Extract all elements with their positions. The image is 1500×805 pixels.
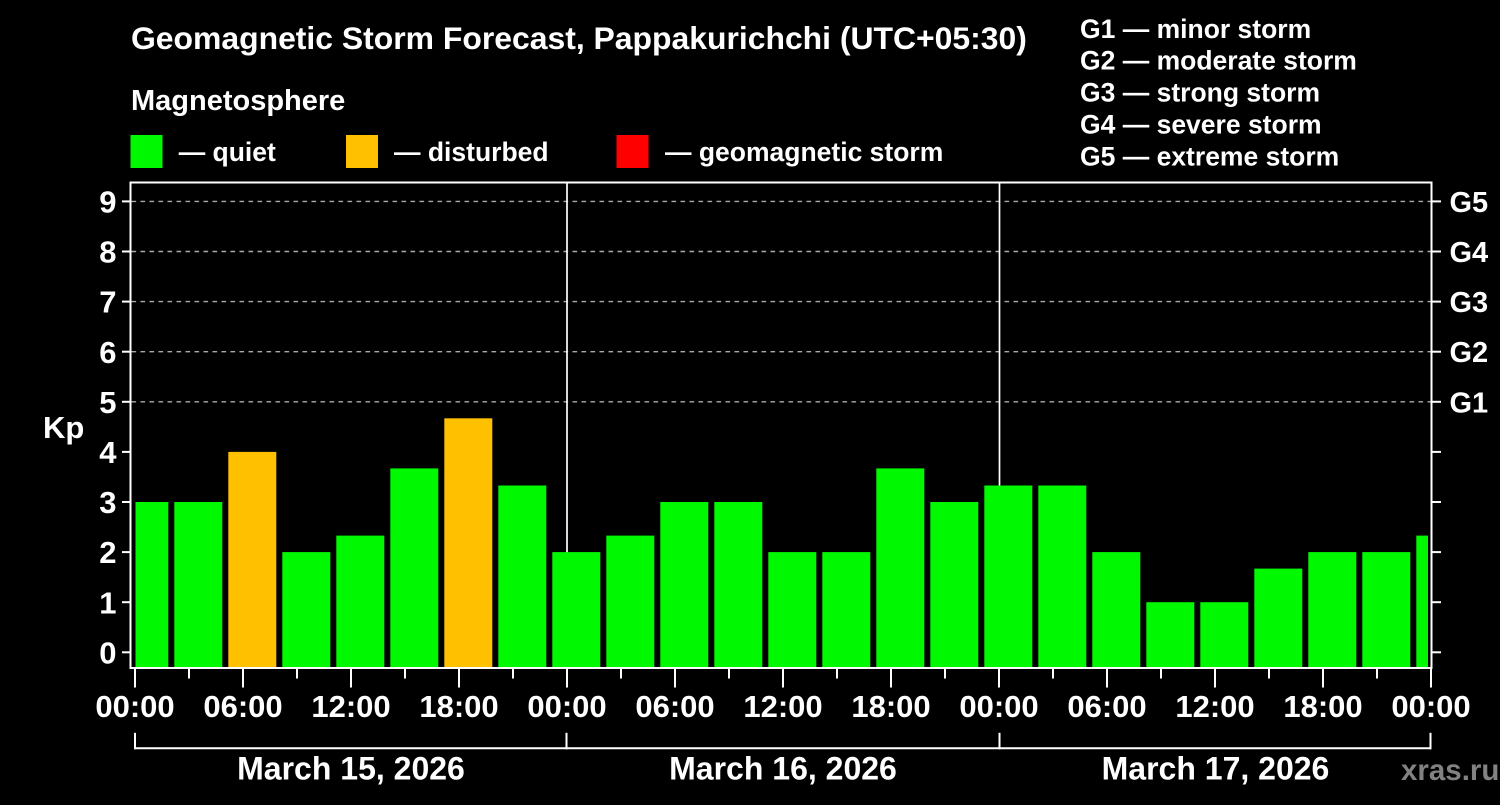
svg-text:00:00: 00:00: [527, 689, 606, 724]
svg-text:5: 5: [99, 385, 116, 420]
svg-text:G3 — strong storm: G3 — strong storm: [1080, 78, 1320, 108]
svg-text:— disturbed: — disturbed: [394, 137, 549, 167]
svg-text:18:00: 18:00: [1283, 689, 1362, 724]
svg-text:18:00: 18:00: [419, 689, 498, 724]
svg-text:12:00: 12:00: [1175, 689, 1254, 724]
svg-text:March 17, 2026: March 17, 2026: [1102, 751, 1330, 787]
svg-text:Geomagnetic Storm Forecast, Pa: Geomagnetic Storm Forecast, Pappakurichc…: [131, 20, 1027, 56]
svg-text:18:00: 18:00: [851, 689, 930, 724]
svg-text:March 15, 2026: March 15, 2026: [237, 751, 465, 787]
svg-text:3: 3: [99, 485, 116, 520]
svg-text:2: 2: [99, 535, 116, 570]
svg-text:G4: G4: [1450, 237, 1489, 269]
svg-text:12:00: 12:00: [743, 689, 822, 724]
svg-text:7: 7: [99, 285, 116, 320]
svg-text:00:00: 00:00: [95, 689, 174, 724]
svg-text:G4 — severe storm: G4 — severe storm: [1080, 110, 1322, 140]
svg-text:G3: G3: [1450, 287, 1489, 319]
svg-text:12:00: 12:00: [311, 689, 390, 724]
svg-text:G1: G1: [1450, 387, 1489, 419]
svg-text:06:00: 06:00: [203, 689, 282, 724]
svg-text:xras.ru: xras.ru: [1401, 754, 1499, 787]
svg-text:4: 4: [99, 435, 117, 470]
svg-text:9: 9: [99, 185, 116, 220]
svg-text:— quiet: — quiet: [179, 137, 276, 167]
svg-text:G5: G5: [1450, 187, 1489, 219]
svg-text:1: 1: [99, 585, 116, 620]
svg-text:March 16, 2026: March 16, 2026: [669, 751, 897, 787]
svg-text:G5 — extreme storm: G5 — extreme storm: [1080, 141, 1339, 171]
svg-text:G2: G2: [1450, 337, 1489, 369]
svg-text:0: 0: [99, 635, 116, 670]
svg-text:Kp: Kp: [43, 410, 84, 445]
svg-text:Magnetosphere: Magnetosphere: [131, 85, 345, 117]
svg-text:00:00: 00:00: [959, 689, 1038, 724]
svg-text:00:00: 00:00: [1391, 689, 1470, 724]
svg-text:G2 — moderate storm: G2 — moderate storm: [1080, 46, 1357, 76]
svg-text:G1 — minor storm: G1 — minor storm: [1080, 14, 1311, 44]
svg-text:6: 6: [99, 335, 116, 370]
svg-text:8: 8: [99, 235, 116, 270]
svg-text:— geomagnetic storm: — geomagnetic storm: [665, 137, 943, 167]
svg-text:06:00: 06:00: [1067, 689, 1146, 724]
svg-text:06:00: 06:00: [635, 689, 714, 724]
